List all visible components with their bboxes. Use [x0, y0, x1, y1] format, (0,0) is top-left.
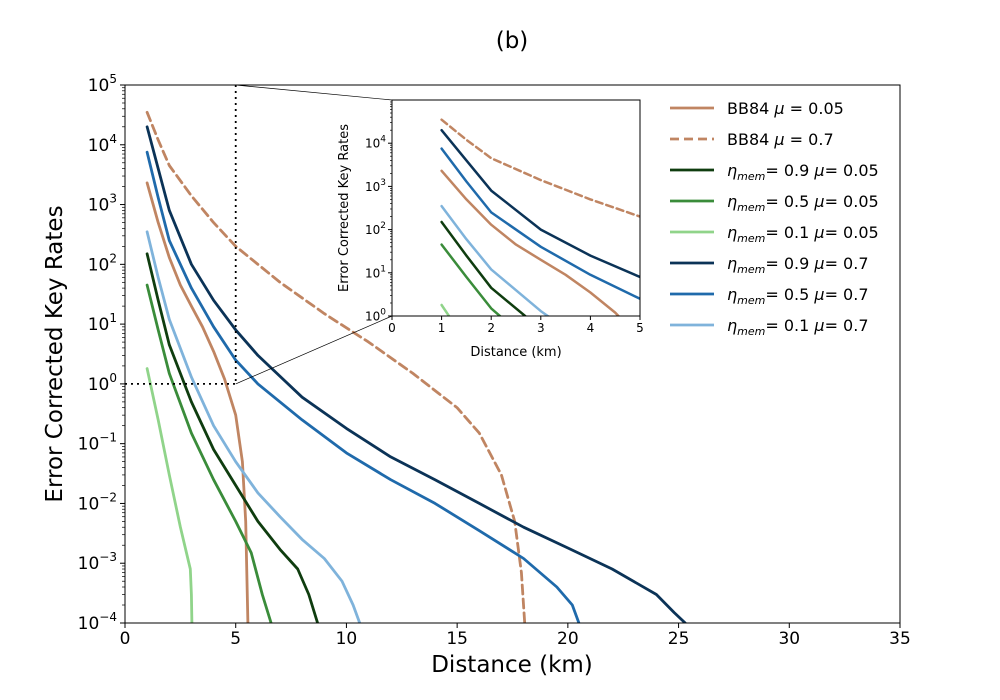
legend-label-mem-0-1-0-7: ηmem= 0.1 μ= 0.7	[727, 316, 869, 338]
inset-x-tick-label-5: 5	[636, 321, 644, 335]
y-axis-label: Error Corrected Key Rates	[42, 205, 68, 502]
x-axis-label: Distance (km)	[431, 652, 593, 678]
y-axis-ticks: 10−4 10−3 10−2 10−1 100 101 102 103 104 105	[78, 72, 125, 634]
series-line-5	[145, 125, 687, 623]
series-line-3	[145, 283, 273, 623]
chart-title: (b)	[496, 28, 529, 54]
inset-x-tick-label-1: 1	[438, 321, 446, 335]
inset-x-tick-label-3: 3	[537, 321, 545, 335]
y-tick-label-2: 10−2	[78, 490, 117, 514]
inset-y-tick-label-3: 103	[365, 178, 386, 194]
series-line-0	[145, 181, 250, 623]
x-tick-label-1: 5	[230, 629, 241, 649]
inset-plot-series	[440, 118, 640, 316]
series-line-4	[145, 367, 194, 623]
series-line-7	[145, 230, 362, 623]
zoom-connector-top	[235, 84, 393, 101]
y-tick-label-0: 10−4	[78, 610, 117, 634]
inset-x-tick-label-4: 4	[587, 321, 595, 335]
main-plot-frame	[124, 84, 901, 624]
inset-plot-frame	[391, 99, 641, 317]
x-tick-label-5: 25	[668, 629, 690, 649]
inset-y-tick-label-2: 102	[365, 221, 386, 237]
inset-series-line-1	[440, 118, 640, 218]
inset-y-tick-label-1: 101	[365, 264, 386, 280]
x-tick-label-6: 30	[778, 629, 800, 649]
y-tick-label-7: 103	[88, 192, 117, 216]
legend-label-mem-0-1-0-05: ηmem= 0.1 μ= 0.05	[727, 223, 879, 245]
legend-label-mem-0-5-0-7: ηmem= 0.5 μ= 0.7	[727, 285, 869, 307]
inset-y-tick-label-4: 104	[365, 135, 386, 151]
series-line-6	[145, 150, 581, 623]
inset-x-tick-label-0: 0	[388, 321, 396, 335]
inset-series-line-7	[440, 204, 550, 316]
inset-background	[392, 100, 640, 316]
inset-series-line-2	[440, 220, 528, 316]
legend-label-bb84-0-05: BB84 μ = 0.05	[727, 99, 844, 118]
legend-label-mem-0-9-0-7: ηmem= 0.9 μ= 0.7	[727, 254, 869, 276]
x-tick-label-2: 10	[336, 629, 358, 649]
series-line-1	[145, 110, 527, 623]
inset-series-line-6	[440, 147, 640, 301]
main-plot-series	[145, 110, 687, 623]
inset-x-axis-label: Distance (km)	[470, 345, 561, 360]
legend-label-mem-0-5-0-05: ηmem= 0.5 μ= 0.05	[727, 192, 879, 214]
inset-series-line-3	[440, 243, 502, 316]
x-tick-label-3: 15	[446, 629, 468, 649]
y-tick-label-8: 104	[88, 132, 117, 156]
zoom-connector-bottom	[235, 315, 393, 385]
series-line-2	[145, 252, 320, 623]
x-tick-label-0: 0	[120, 629, 131, 649]
x-axis-ticks: 0 5 10 15 20 25 30 35	[120, 623, 911, 649]
x-tick-label-7: 35	[889, 629, 911, 649]
inset-x-axis-ticks: 0 1 2 3 4 5	[388, 316, 644, 335]
legend-label-mem-0-9-0-05: ηmem= 0.9 μ= 0.05	[727, 161, 879, 183]
y-tick-label-5: 101	[88, 311, 117, 335]
y-tick-label-1: 10−3	[78, 550, 117, 574]
y-tick-label-6: 102	[88, 251, 117, 275]
y-tick-label-3: 10−1	[78, 431, 117, 455]
inset-x-tick-label-2: 2	[487, 321, 495, 335]
inset-y-axis-ticks: 100 101 102 103 104	[365, 101, 392, 324]
legend: BB84 μ = 0.05 BB84 μ = 0.7 ηmem= 0.9 μ= 0.…	[670, 99, 879, 338]
inset-series-line-0	[440, 169, 621, 316]
zoom-guides	[125, 84, 393, 385]
inset-series-line-5	[440, 128, 640, 279]
y-tick-label-4: 100	[88, 371, 117, 395]
x-tick-label-4: 20	[557, 629, 579, 649]
inset-y-axis-label: Error Corrected Key Rates	[337, 124, 352, 292]
inset-y-tick-label-0: 100	[365, 308, 386, 324]
legend-label-bb84-0-7: BB84 μ = 0.7	[727, 130, 834, 149]
y-tick-label-9: 105	[88, 72, 117, 96]
